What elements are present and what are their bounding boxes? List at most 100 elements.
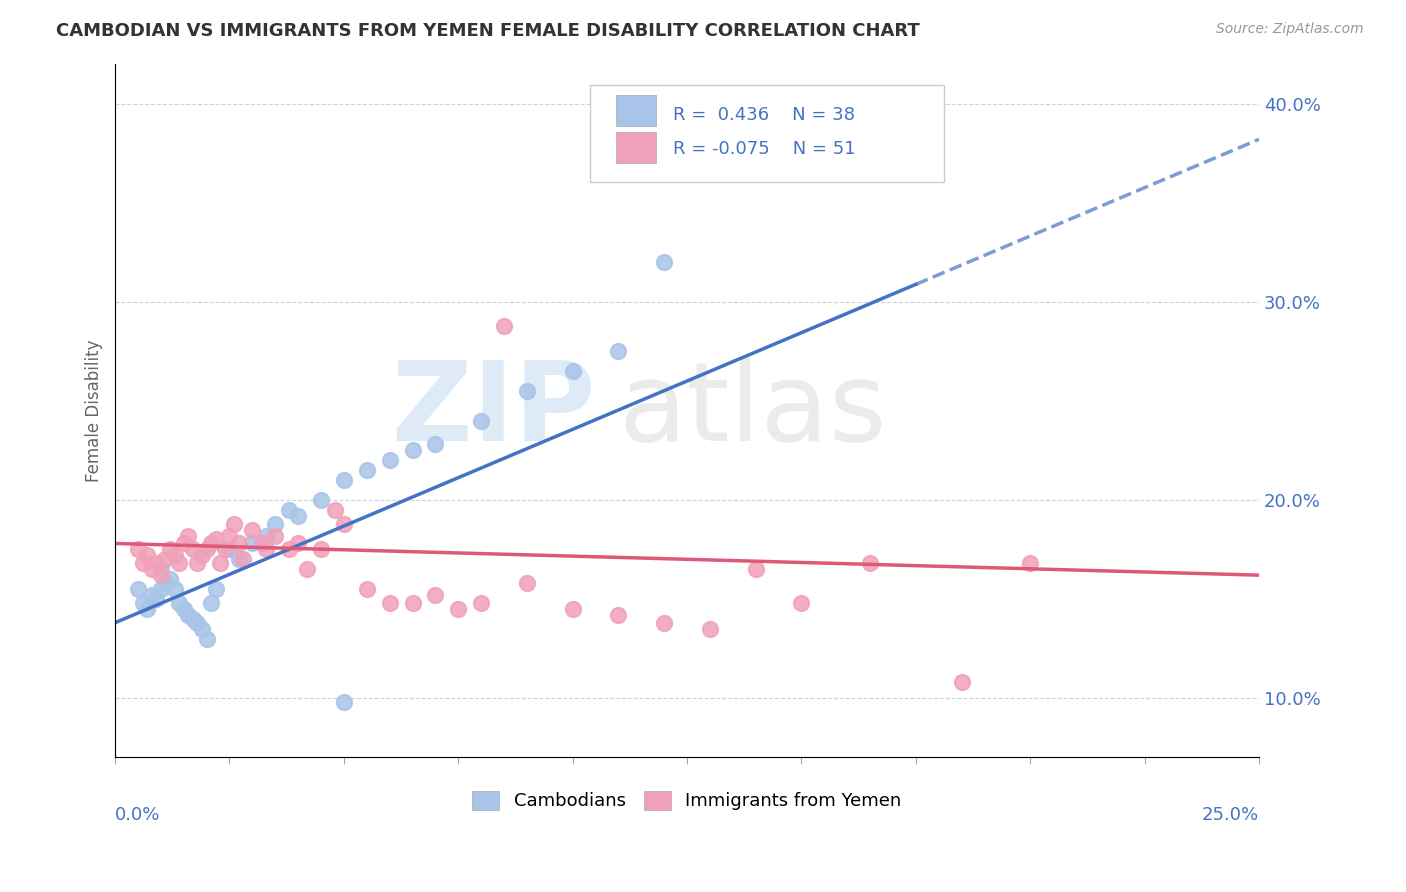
Point — [228, 552, 250, 566]
Point — [209, 556, 232, 570]
Point — [167, 596, 190, 610]
Point — [159, 572, 181, 586]
Point — [204, 582, 226, 596]
Point — [401, 443, 423, 458]
Point — [607, 344, 630, 359]
Point — [159, 542, 181, 557]
Point — [333, 516, 356, 531]
Point — [141, 588, 163, 602]
Point — [240, 536, 263, 550]
Point — [155, 552, 177, 566]
Point — [287, 508, 309, 523]
Point — [278, 542, 301, 557]
FancyBboxPatch shape — [589, 85, 945, 182]
Point — [173, 536, 195, 550]
Point — [652, 615, 675, 630]
Point — [1019, 556, 1042, 570]
Point — [149, 562, 172, 576]
Point — [131, 596, 153, 610]
Point — [264, 516, 287, 531]
Point — [163, 549, 186, 563]
Point — [254, 542, 277, 557]
Point — [228, 536, 250, 550]
Point — [278, 503, 301, 517]
Point — [356, 582, 378, 596]
Point — [250, 536, 273, 550]
Point — [145, 556, 167, 570]
Point — [145, 591, 167, 606]
Point — [425, 588, 447, 602]
Text: 25.0%: 25.0% — [1202, 806, 1258, 824]
Text: 0.0%: 0.0% — [115, 806, 160, 824]
Point — [218, 528, 240, 542]
Point — [492, 318, 515, 333]
Point — [425, 437, 447, 451]
Point — [333, 473, 356, 487]
Point — [561, 602, 583, 616]
Point — [470, 596, 492, 610]
Point — [136, 602, 159, 616]
Point — [699, 622, 721, 636]
Text: CAMBODIAN VS IMMIGRANTS FROM YEMEN FEMALE DISABILITY CORRELATION CHART: CAMBODIAN VS IMMIGRANTS FROM YEMEN FEMAL… — [56, 22, 920, 40]
Point — [470, 414, 492, 428]
Point — [516, 576, 538, 591]
Y-axis label: Female Disability: Female Disability — [86, 340, 103, 482]
Point — [378, 453, 401, 467]
Point — [200, 596, 222, 610]
Point — [191, 622, 214, 636]
Point — [195, 542, 218, 557]
Text: Source: ZipAtlas.com: Source: ZipAtlas.com — [1216, 22, 1364, 37]
Point — [141, 562, 163, 576]
Point — [240, 523, 263, 537]
Point — [214, 542, 236, 557]
Point — [790, 596, 813, 610]
Point — [204, 533, 226, 547]
Point — [744, 562, 766, 576]
Point — [333, 695, 356, 709]
Bar — [616, 132, 657, 163]
Point — [195, 632, 218, 646]
Point — [222, 516, 245, 531]
Point — [309, 542, 332, 557]
Point — [131, 556, 153, 570]
Point — [950, 675, 973, 690]
Point — [378, 596, 401, 610]
Point — [447, 602, 470, 616]
Point — [232, 552, 254, 566]
Point — [186, 615, 208, 630]
Point — [177, 528, 200, 542]
Point — [167, 556, 190, 570]
Bar — [616, 95, 657, 127]
Point — [200, 536, 222, 550]
Point — [218, 542, 240, 557]
Legend: Cambodians, Immigrants from Yemen: Cambodians, Immigrants from Yemen — [465, 784, 908, 818]
Point — [173, 602, 195, 616]
Point — [264, 528, 287, 542]
Point — [127, 542, 149, 557]
Point — [323, 503, 346, 517]
Point — [356, 463, 378, 477]
Point — [516, 384, 538, 398]
Point — [287, 536, 309, 550]
Point — [149, 582, 172, 596]
Text: ZIP: ZIP — [392, 357, 596, 464]
Point — [177, 607, 200, 622]
Point — [186, 556, 208, 570]
Point — [136, 549, 159, 563]
Text: R = -0.075    N = 51: R = -0.075 N = 51 — [673, 140, 856, 159]
Point — [181, 612, 204, 626]
Point — [607, 607, 630, 622]
Text: atlas: atlas — [619, 357, 887, 464]
Point — [254, 528, 277, 542]
Text: R =  0.436    N = 38: R = 0.436 N = 38 — [673, 105, 855, 124]
Point — [127, 582, 149, 596]
Point — [297, 562, 319, 576]
Point — [191, 549, 214, 563]
Point — [561, 364, 583, 378]
Point — [859, 556, 882, 570]
Point — [149, 568, 172, 582]
Point — [652, 255, 675, 269]
Point — [163, 582, 186, 596]
Point — [155, 576, 177, 591]
Point — [401, 596, 423, 610]
